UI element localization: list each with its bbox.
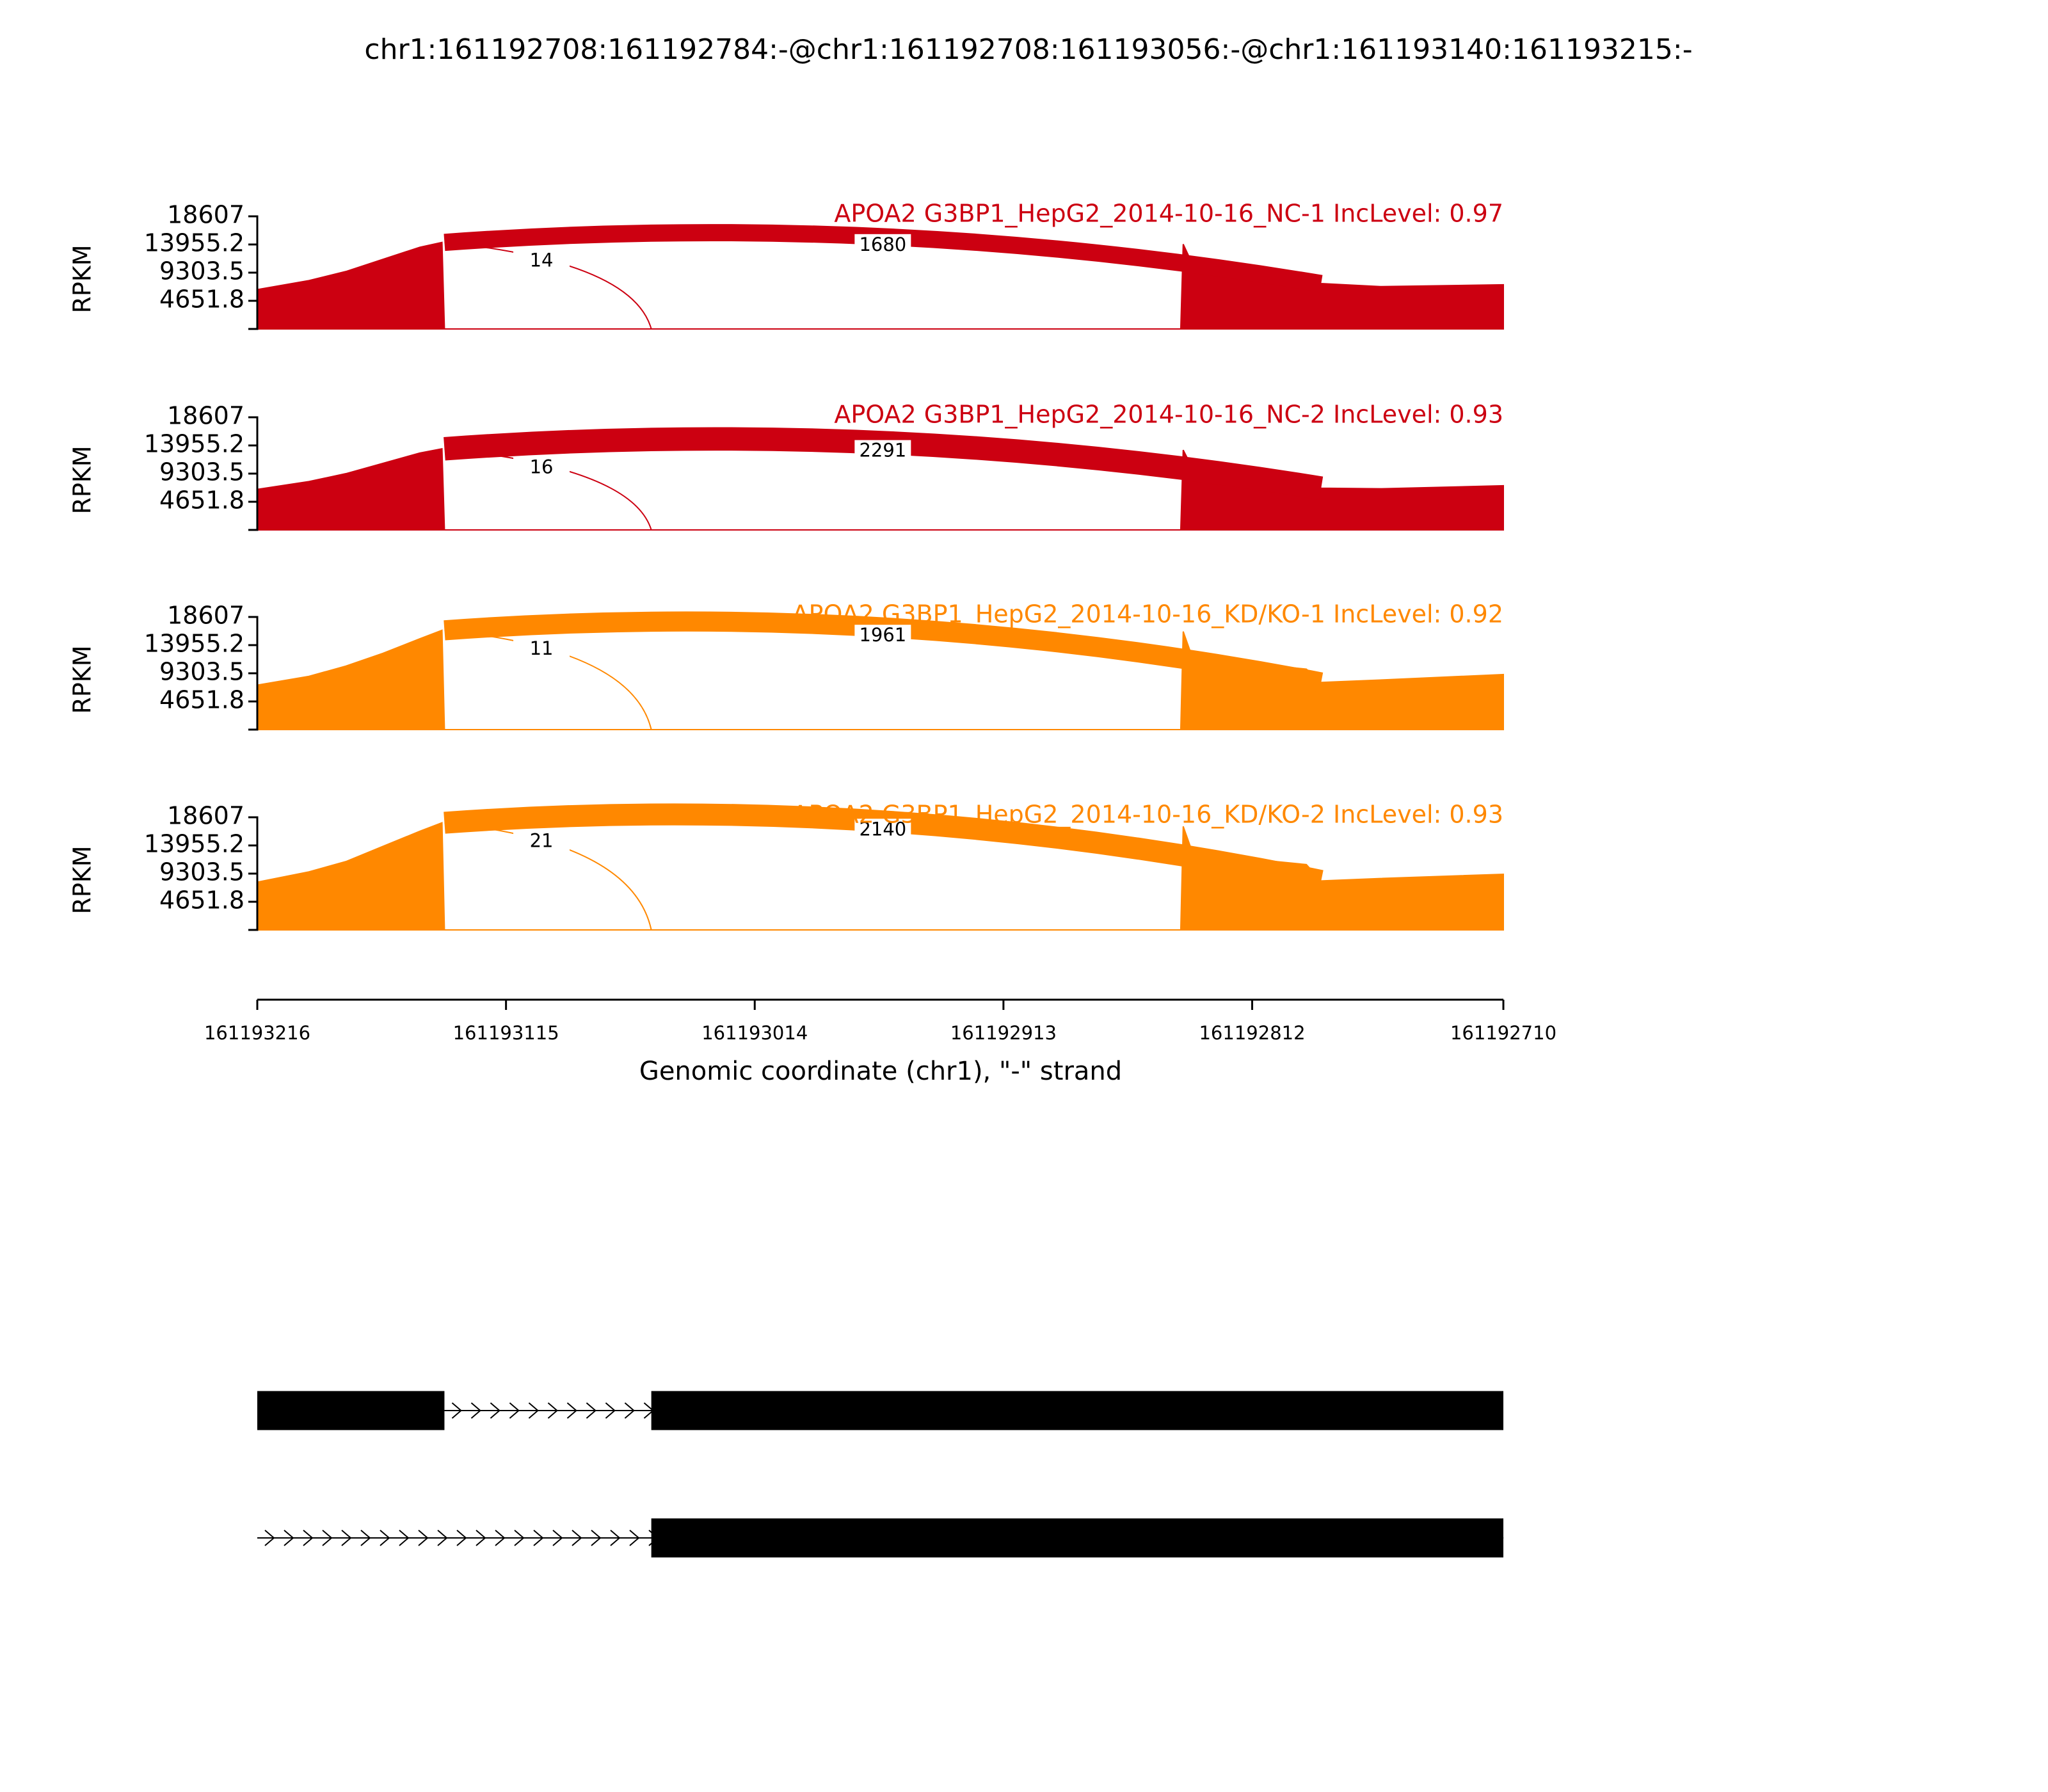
strand-chevron xyxy=(437,1530,448,1546)
x-tick-label: 161193014 xyxy=(701,1022,808,1044)
junction-arc xyxy=(444,822,652,931)
y-tick-label: 4651.8 xyxy=(159,685,244,714)
strand-chevron xyxy=(586,1402,596,1419)
y-tick-label: 13955.2 xyxy=(144,830,244,858)
x-tick-label: 161193115 xyxy=(453,1022,559,1044)
junction-arc xyxy=(444,629,652,730)
strand-chevron xyxy=(341,1530,352,1546)
strand-chevron xyxy=(528,1402,539,1419)
y-tick-label: 18607 xyxy=(167,802,244,830)
strand-chevron xyxy=(380,1530,390,1546)
y-tick-label: 18607 xyxy=(167,402,244,430)
strand-chevron xyxy=(322,1530,333,1546)
x-tick-label: 161192812 xyxy=(1199,1022,1305,1044)
strand-chevron xyxy=(418,1530,429,1546)
y-axis-label: RPKM xyxy=(68,445,97,514)
y-tick-label: 9303.5 xyxy=(159,858,244,886)
y-tick-label: 13955.2 xyxy=(144,430,244,458)
y-tick-label: 18607 xyxy=(167,602,244,630)
junction-label: 2140 xyxy=(859,818,906,840)
panel-title: APOA2 G3BP1_HepG2_2014-10-16_NC-1 IncLev… xyxy=(834,200,1503,228)
junction-arc xyxy=(444,241,652,330)
y-tick-label: 4651.8 xyxy=(159,285,244,313)
y-tick-label: 9303.5 xyxy=(159,658,244,686)
panel-title: APOA2 G3BP1_HepG2_2014-10-16_KD/KO-1 Inc… xyxy=(792,600,1503,628)
strand-chevron xyxy=(264,1530,275,1546)
x-axis-label: Genomic coordinate (chr1), "-" strand xyxy=(639,1057,1122,1086)
coverage-area xyxy=(257,822,1504,931)
exon xyxy=(257,1391,445,1430)
junction-label-bg xyxy=(854,819,911,842)
y-tick-label: 13955.2 xyxy=(144,229,244,257)
junction-arc xyxy=(444,448,652,531)
junction-label-bg xyxy=(854,625,911,648)
strand-chevron xyxy=(610,1530,621,1546)
y-tick-label: 4651.8 xyxy=(159,886,244,914)
strand-chevron xyxy=(490,1402,500,1419)
strand-chevron xyxy=(476,1530,486,1546)
junction-label-bg xyxy=(513,830,570,854)
chart-title: chr1:161192708:161192784:-@chr1:16119270… xyxy=(364,33,1692,66)
junction-label-bg xyxy=(513,250,570,273)
junction-label: 1680 xyxy=(859,234,906,255)
y-tick-label: 9303.5 xyxy=(159,458,244,486)
y-axis-label: RPKM xyxy=(68,244,97,313)
strand-chevron xyxy=(629,1530,640,1546)
strand-chevron xyxy=(303,1530,314,1546)
junction-label-bg xyxy=(513,456,570,480)
junction-label: 1961 xyxy=(859,624,906,646)
junction-label: 11 xyxy=(530,637,554,659)
y-axis-label: RPKM xyxy=(68,845,97,914)
strand-chevron xyxy=(591,1530,602,1546)
strand-chevron xyxy=(547,1402,558,1419)
strand-chevron xyxy=(451,1402,462,1419)
junction-label: 2291 xyxy=(859,440,906,461)
junction-label-bg xyxy=(854,234,911,257)
strand-chevron xyxy=(514,1530,525,1546)
strand-chevron xyxy=(624,1402,635,1419)
x-tick-label: 161193216 xyxy=(204,1022,310,1044)
coverage-area xyxy=(257,629,1504,730)
y-tick-label: 18607 xyxy=(167,201,244,229)
junction-label-bg xyxy=(513,637,570,661)
junction-label: 16 xyxy=(530,456,554,477)
strand-chevron xyxy=(572,1530,582,1546)
x-tick-label: 161192710 xyxy=(1450,1022,1556,1044)
strand-chevron xyxy=(533,1530,544,1546)
strand-chevron xyxy=(566,1402,577,1419)
strand-chevron xyxy=(509,1402,520,1419)
x-tick-label: 161192913 xyxy=(950,1022,1057,1044)
strand-chevron xyxy=(360,1530,371,1546)
strand-chevron xyxy=(284,1530,294,1546)
junction-label: 21 xyxy=(530,830,554,852)
y-tick-label: 9303.5 xyxy=(159,257,244,285)
strand-chevron xyxy=(552,1530,563,1546)
strand-chevron xyxy=(605,1402,616,1419)
panel-title: APOA2 G3BP1_HepG2_2014-10-16_KD/KO-2 Inc… xyxy=(792,801,1503,829)
y-tick-label: 4651.8 xyxy=(159,486,244,514)
strand-chevron xyxy=(456,1530,467,1546)
strand-chevron xyxy=(470,1402,481,1419)
y-axis-label: RPKM xyxy=(68,645,97,714)
strand-chevron xyxy=(399,1530,410,1546)
junction-label: 14 xyxy=(530,250,554,271)
junction-label-bg xyxy=(854,440,911,463)
panel-title: APOA2 G3BP1_HepG2_2014-10-16_NC-2 IncLev… xyxy=(834,401,1503,429)
strand-chevron xyxy=(495,1530,506,1546)
exon xyxy=(651,1391,1504,1430)
y-tick-label: 13955.2 xyxy=(144,630,244,658)
exon xyxy=(651,1518,1504,1558)
